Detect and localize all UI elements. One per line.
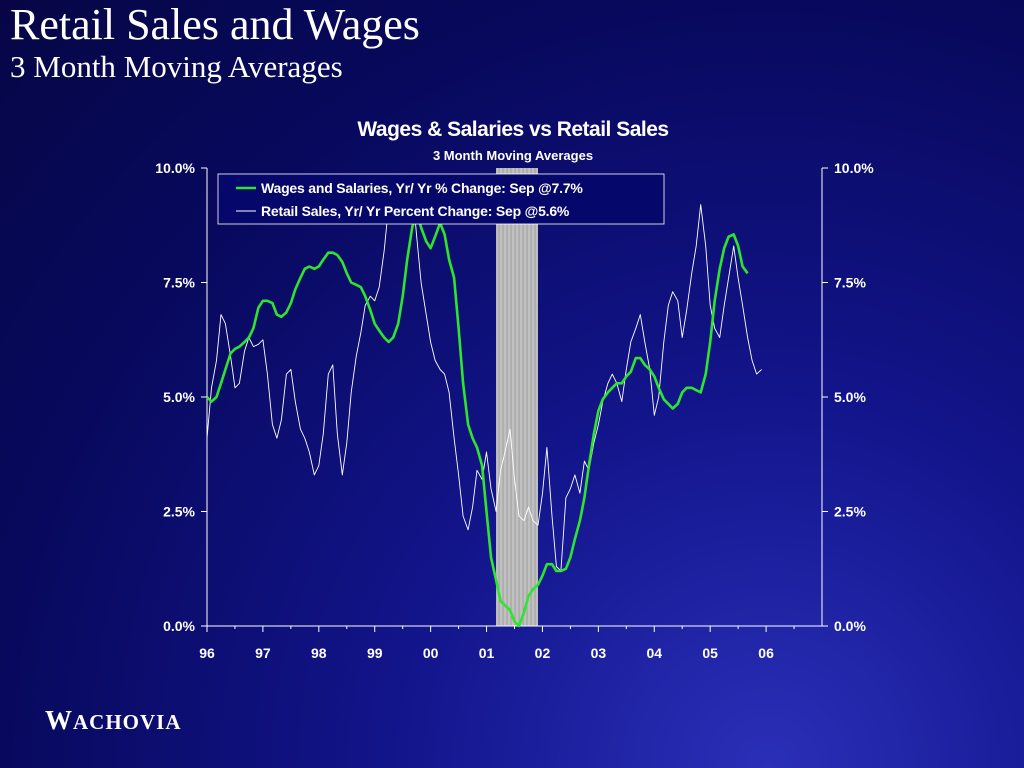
slide-subtitle: 3 Month Moving Averages (10, 49, 343, 84)
y-tick-label-left: 10.0% (155, 160, 195, 176)
legend-label: Retail Sales, Yr/ Yr Percent Change: Sep… (261, 203, 570, 219)
retail-sales-line (206, 185, 762, 572)
x-tick-label: 00 (423, 645, 439, 661)
x-tick-label: 97 (255, 645, 271, 661)
recession-band (496, 168, 538, 626)
x-tick-label: 98 (311, 645, 327, 661)
x-tick-label: 02 (535, 645, 551, 661)
y-tick-label-left: 0.0% (163, 618, 195, 634)
legend-label: Wages and Salaries, Yr/ Yr % Change: Sep… (261, 180, 583, 196)
legend: Wages and Salaries, Yr/ Yr % Change: Sep… (217, 173, 665, 225)
x-tick-label: 99 (367, 645, 383, 661)
wages-salaries-line (206, 210, 749, 628)
chart-subtitle: 3 Month Moving Averages (433, 148, 593, 163)
y-tick-label-right: 0.0% (834, 618, 866, 634)
recession-band-layer (496, 168, 538, 626)
y-tick-label-right: 7.5% (834, 275, 866, 291)
y-tick-label-left: 7.5% (163, 275, 195, 291)
x-tick-label: 96 (199, 645, 215, 661)
x-tick-label: 04 (646, 645, 662, 661)
wachovia-logo: WACHOVIA (45, 705, 182, 735)
y-tick-label-right: 10.0% (834, 160, 874, 176)
chart-title: Wages & Salaries vs Retail Sales (357, 118, 668, 141)
slide-title: Retail Sales and Wages (10, 0, 420, 49)
y-tick-label-left: 2.5% (163, 504, 195, 520)
x-tick-label: 06 (758, 645, 774, 661)
y-tick-label-left: 5.0% (163, 389, 195, 405)
legend-box (217, 173, 665, 225)
series-layer (206, 185, 762, 628)
x-tick-label: 05 (702, 645, 718, 661)
y-tick-label-right: 2.5% (834, 504, 866, 520)
y-tick-label-right: 5.0% (834, 389, 866, 405)
axis-layer: 0.0% 0.0% 2.5% 2.5% 5.0% 5.0% 7.5% 7.5% 10.0% 10.… (155, 160, 874, 661)
x-tick-label: 01 (479, 645, 495, 661)
x-tick-label: 03 (591, 645, 607, 661)
